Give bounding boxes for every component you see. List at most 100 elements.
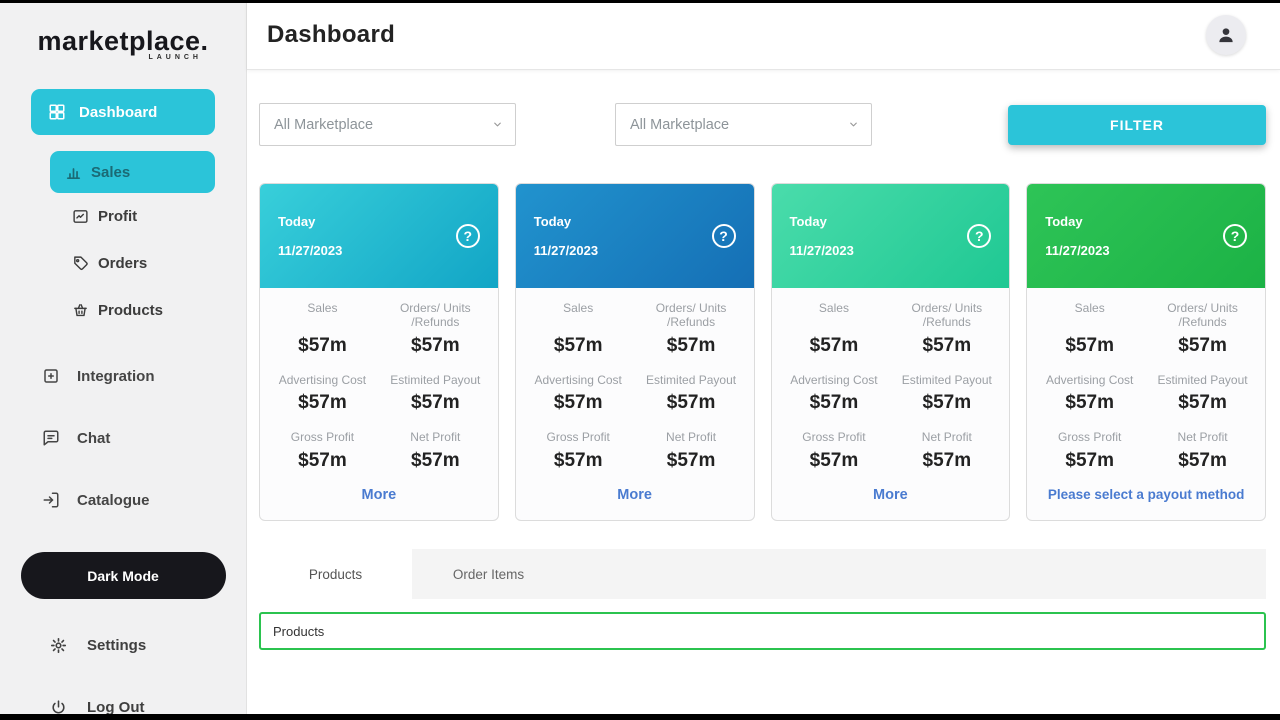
stat-card-today-3: Today 11/27/2023 ? Sales $57m Orders/ Uni… [770, 183, 1011, 522]
sidebar-item-catalogue[interactable]: Catalogue [0, 478, 246, 522]
metric-net-profit: Net Profit $57m [890, 431, 1003, 472]
metric-value: $57m [411, 334, 460, 356]
metric-net-profit: Net Profit $57m [379, 431, 492, 472]
products-input[interactable] [259, 612, 1266, 651]
sidebar-item-label: Chat [77, 429, 111, 447]
metric-estimated-payout: Estimited Payout $57m [1146, 372, 1259, 415]
sidebar-item-settings[interactable]: Settings [0, 625, 246, 665]
sidebar-item-chat[interactable]: Chat [0, 416, 246, 460]
metric-label: Net Profit [666, 430, 717, 445]
metric-estimated-payout: Estimited Payout $57m [379, 373, 492, 415]
logo-subtext: LAUNCH [148, 54, 202, 61]
select-payout-method-link[interactable]: Please select a payout method [1047, 487, 1245, 503]
metric-gross-profit: Gross Profit $57m [522, 431, 635, 472]
metric-label: Gross Profit [1058, 430, 1122, 445]
filter-row: All Marketplace All Marketplace FILTER [259, 103, 1266, 146]
marketplace-select-2[interactable]: All Marketplace [615, 103, 872, 146]
top-bar: Dashboard [247, 0, 1280, 70]
metric-label: Advertising Cost [534, 372, 622, 387]
metric-value: $57m [411, 392, 460, 414]
card-period-block: Today 11/27/2023 [534, 214, 598, 258]
sidebar-item-label: Log Out [87, 698, 145, 716]
card-date: 11/27/2023 [533, 243, 599, 258]
metric-value: $57m [1178, 450, 1227, 472]
page-title: Dashboard [267, 20, 396, 48]
metric-value: $57m [666, 450, 716, 472]
dark-mode-toggle[interactable]: Dark Mode [20, 552, 226, 599]
metric-label: Sales [307, 301, 338, 315]
sidebar-item-integration[interactable]: Integration [0, 354, 246, 398]
sidebar-item-label: Settings [87, 636, 147, 654]
metric-orders: Orders/ Units /Refunds $57m [635, 301, 748, 357]
help-icon[interactable]: ? [455, 224, 480, 248]
metric-advertising-cost: Advertising Cost $57m [266, 373, 379, 415]
metric-value: $57m [666, 334, 716, 356]
metric-label: Gross Profit [802, 430, 866, 445]
metric-value: $57m [922, 450, 972, 472]
tab-order-items[interactable]: Order Items [452, 566, 525, 582]
card-period-block: Today 11/27/2023 [278, 214, 342, 258]
metric-advertising-cost: Advertising Cost $57m [778, 372, 891, 415]
metric-label: Net Profit [1177, 430, 1228, 445]
metric-value: $57m [809, 392, 859, 414]
card-period-block: Today 11/27/2023 [1045, 214, 1109, 258]
metric-value: $57m [1178, 334, 1227, 356]
card-period: Today [533, 214, 572, 229]
main-area: Dashboard All Marketplace All Marketplac… [247, 0, 1280, 720]
sidebar-item-profit[interactable]: Profit [0, 193, 246, 240]
metric-label: Estimited Payout [901, 372, 992, 387]
metric-value: $57m [298, 392, 347, 414]
metric-value: $57m [298, 450, 347, 472]
help-icon[interactable]: ? [711, 224, 736, 248]
metric-label: Advertising Cost [790, 372, 878, 387]
help-icon[interactable]: ? [967, 224, 992, 248]
sidebar-item-logout[interactable]: Log Out [0, 687, 246, 720]
metric-label: Orders/ Units /Refunds [655, 301, 727, 329]
metric-orders: Orders/ Units /Refunds $57m [379, 301, 492, 357]
metric-value: $57m [666, 392, 716, 414]
chevron-down-icon [492, 119, 503, 130]
metric-orders: Orders/ Units /Refunds $57m [890, 301, 1003, 357]
card-date: 11/27/2023 [789, 243, 854, 258]
dashboard-content: All Marketplace All Marketplace FILTER [247, 70, 1280, 651]
more-link[interactable]: More [617, 487, 652, 504]
more-link[interactable]: More [361, 487, 397, 504]
metric-sales: Sales $57m [522, 301, 635, 357]
power-icon [50, 699, 67, 716]
metric-label: Gross Profit [546, 430, 610, 445]
metric-label: Sales [1074, 301, 1105, 315]
marketplace-select-1[interactable]: All Marketplace [259, 103, 516, 146]
logo-text: marketplace. [37, 26, 209, 56]
card-date: 11/27/2023 [278, 243, 343, 258]
sidebar-item-sales[interactable]: Sales [50, 151, 215, 193]
metric-label: Orders/ Units /Refunds [1167, 301, 1238, 329]
stat-cards-row: Today 11/27/2023 ? Sales $57m Orders/ Uni… [259, 183, 1266, 522]
card-header: Today 11/27/2023 ? [260, 184, 498, 288]
metric-value: $57m [553, 334, 603, 356]
sidebar-item-products[interactable]: Products [0, 287, 246, 334]
sidebar-item-label: Orders [98, 255, 148, 272]
metric-label: Orders/ Units /Refunds [911, 301, 983, 329]
more-link[interactable]: More [873, 487, 908, 504]
metric-value: $57m [1178, 392, 1227, 414]
avatar[interactable] [1206, 14, 1246, 55]
card-footer: More [260, 476, 498, 520]
stat-card-today-4: Today 11/27/2023 ? Sales $57m Orders/ Uni… [1026, 183, 1266, 522]
card-metrics: Sales $57m Orders/ Units /Refunds $57m Adv… [772, 288, 1010, 476]
sidebar-item-dashboard[interactable]: Dashboard [31, 89, 215, 135]
sidebar-item-orders[interactable]: Orders [0, 240, 246, 287]
logo: marketplace. LAUNCH [0, 26, 246, 61]
help-icon[interactable]: ? [1223, 224, 1247, 248]
catalogue-icon [42, 491, 60, 509]
metric-net-profit: Net Profit $57m [635, 431, 748, 472]
products-icon [72, 302, 89, 319]
filter-button[interactable]: FILTER [1008, 104, 1266, 145]
metric-sales: Sales $57m [778, 301, 891, 357]
tab-products[interactable]: Products [259, 549, 412, 600]
sidebar-item-label: Integration [77, 367, 155, 385]
metric-label: Estimited Payout [1157, 372, 1248, 387]
window-top-edge [0, 0, 1280, 3]
metric-value: $57m [922, 334, 972, 356]
metric-label: Estimited Payout [646, 372, 737, 387]
